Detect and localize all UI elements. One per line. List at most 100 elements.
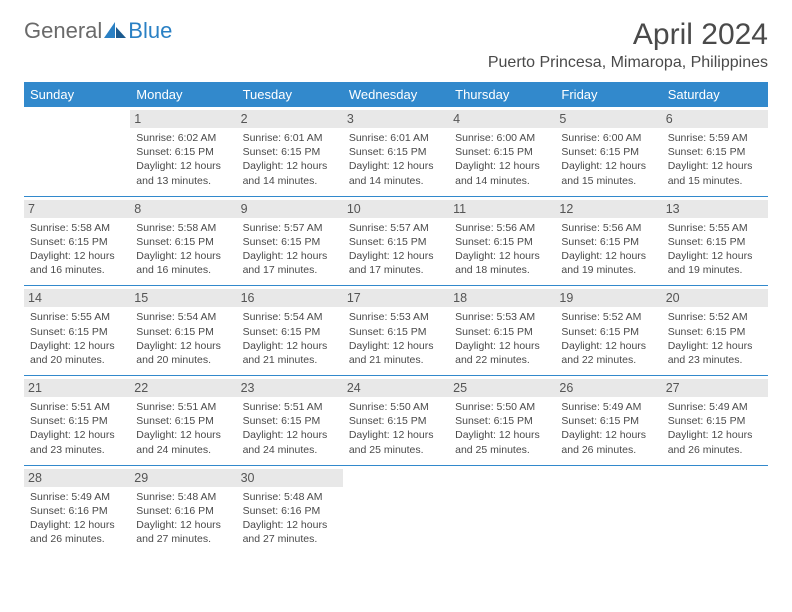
sunrise-text: Sunrise: 5:55 AM [30,310,124,324]
sunset-text: Sunset: 6:16 PM [136,504,230,518]
calendar-week-row: 28Sunrise: 5:49 AMSunset: 6:16 PMDayligh… [24,465,768,554]
calendar-week-row: 1Sunrise: 6:02 AMSunset: 6:15 PMDaylight… [24,107,768,196]
sunrise-text: Sunrise: 5:53 AM [349,310,443,324]
day-info: Sunrise: 5:50 AMSunset: 6:15 PMDaylight:… [455,400,549,457]
sunset-text: Sunset: 6:15 PM [136,145,230,159]
daylight-text: Daylight: 12 hours and 25 minutes. [455,428,549,456]
sunset-text: Sunset: 6:15 PM [30,235,124,249]
day-number: 3 [343,110,449,128]
day-number: 4 [449,110,555,128]
day-number: 26 [555,379,661,397]
day-number: 5 [555,110,661,128]
calendar-day-cell [343,465,449,554]
header: General Blue April 2024 [24,18,768,52]
day-number: 19 [555,289,661,307]
daylight-text: Daylight: 12 hours and 22 minutes. [455,339,549,367]
daylight-text: Daylight: 12 hours and 24 minutes. [136,428,230,456]
sunrise-text: Sunrise: 5:49 AM [30,490,124,504]
sunrise-text: Sunrise: 5:57 AM [349,221,443,235]
day-number: 22 [130,379,236,397]
calendar-day-cell: 18Sunrise: 5:53 AMSunset: 6:15 PMDayligh… [449,286,555,376]
sunset-text: Sunset: 6:15 PM [243,325,337,339]
daylight-text: Daylight: 12 hours and 14 minutes. [455,159,549,187]
sunrise-text: Sunrise: 5:49 AM [668,400,762,414]
calendar-week-row: 14Sunrise: 5:55 AMSunset: 6:15 PMDayligh… [24,286,768,376]
sunset-text: Sunset: 6:15 PM [455,145,549,159]
day-number: 11 [449,200,555,218]
sunset-text: Sunset: 6:15 PM [30,325,124,339]
calendar-day-cell [662,465,768,554]
calendar-day-cell: 17Sunrise: 5:53 AMSunset: 6:15 PMDayligh… [343,286,449,376]
calendar-day-cell: 8Sunrise: 5:58 AMSunset: 6:15 PMDaylight… [130,196,236,286]
calendar-day-cell: 21Sunrise: 5:51 AMSunset: 6:15 PMDayligh… [24,376,130,466]
sunrise-text: Sunrise: 6:00 AM [455,131,549,145]
sunset-text: Sunset: 6:15 PM [561,145,655,159]
day-info: Sunrise: 6:01 AMSunset: 6:15 PMDaylight:… [243,131,337,188]
daylight-text: Daylight: 12 hours and 15 minutes. [668,159,762,187]
day-header: Friday [555,82,661,107]
daylight-text: Daylight: 12 hours and 16 minutes. [30,249,124,277]
calendar-day-cell: 6Sunrise: 5:59 AMSunset: 6:15 PMDaylight… [662,107,768,196]
daylight-text: Daylight: 12 hours and 17 minutes. [243,249,337,277]
daylight-text: Daylight: 12 hours and 23 minutes. [668,339,762,367]
daylight-text: Daylight: 12 hours and 18 minutes. [455,249,549,277]
calendar-day-cell: 26 Sunrise: 5:49 AMSunset: 6:15 PMDayligh… [555,376,661,466]
sunset-text: Sunset: 6:15 PM [668,235,762,249]
day-number: 28 [24,469,130,487]
calendar-day-cell: 25 Sunrise: 5:50 AMSunset: 6:15 PMDayligh… [449,376,555,466]
daylight-text: Daylight: 12 hours and 14 minutes. [243,159,337,187]
sunset-text: Sunset: 6:15 PM [561,235,655,249]
sunset-text: Sunset: 6:15 PM [349,325,443,339]
day-number: 7 [24,200,130,218]
day-number: 25 [449,379,555,397]
daylight-text: Daylight: 12 hours and 23 minutes. [30,428,124,456]
calendar-day-cell: 24Sunrise: 5:50 AMSunset: 6:15 PMDayligh… [343,376,449,466]
day-info: Sunrise: 5:58 AMSunset: 6:15 PMDaylight:… [136,221,230,278]
daylight-text: Daylight: 12 hours and 25 minutes. [349,428,443,456]
calendar-day-cell: 5Sunrise: 6:00 AMSunset: 6:15 PMDaylight… [555,107,661,196]
sunrise-text: Sunrise: 5:55 AM [668,221,762,235]
sunrise-text: Sunrise: 5:52 AM [668,310,762,324]
day-info: Sunrise: 5:58 AMSunset: 6:15 PMDaylight:… [30,221,124,278]
day-info: Sunrise: 6:02 AMSunset: 6:15 PMDaylight:… [136,131,230,188]
calendar-day-cell: 30Sunrise: 5:48 AMSunset: 6:16 PMDayligh… [237,465,343,554]
daylight-text: Daylight: 12 hours and 20 minutes. [136,339,230,367]
sunrise-text: Sunrise: 5:48 AM [243,490,337,504]
day-info: Sunrise: 5:52 AMSunset: 6:15 PMDaylight:… [561,310,655,367]
daylight-text: Daylight: 12 hours and 26 minutes. [668,428,762,456]
day-number: 16 [237,289,343,307]
day-number: 17 [343,289,449,307]
day-number: 29 [130,469,236,487]
day-number: 10 [343,200,449,218]
calendar-day-cell: 10Sunrise: 5:57 AMSunset: 6:15 PMDayligh… [343,196,449,286]
calendar-day-cell: 15Sunrise: 5:54 AMSunset: 6:15 PMDayligh… [130,286,236,376]
logo-text-part1: General [24,18,102,44]
calendar-day-cell: 14Sunrise: 5:55 AMSunset: 6:15 PMDayligh… [24,286,130,376]
sunset-text: Sunset: 6:16 PM [30,504,124,518]
sunset-text: Sunset: 6:15 PM [455,325,549,339]
sunrise-text: Sunrise: 5:53 AM [455,310,549,324]
day-info: Sunrise: 5:49 AMSunset: 6:16 PMDaylight:… [30,490,124,547]
day-number: 20 [662,289,768,307]
sunset-text: Sunset: 6:16 PM [243,504,337,518]
day-info: Sunrise: 5:49 AMSunset: 6:15 PMDaylight:… [668,400,762,457]
daylight-text: Daylight: 12 hours and 26 minutes. [30,518,124,546]
day-number: 27 [662,379,768,397]
day-info: Sunrise: 5:51 AMSunset: 6:15 PMDaylight:… [243,400,337,457]
sunset-text: Sunset: 6:15 PM [243,235,337,249]
day-info: Sunrise: 5:49 AMSunset: 6:15 PMDaylight:… [561,400,655,457]
sunrise-text: Sunrise: 6:01 AM [243,131,337,145]
calendar-day-cell: 19 Sunrise: 5:52 AMSunset: 6:15 PMDayligh… [555,286,661,376]
day-header: Tuesday [237,82,343,107]
daylight-text: Daylight: 12 hours and 27 minutes. [243,518,337,546]
sunrise-text: Sunrise: 5:58 AM [30,221,124,235]
logo-text-part2: Blue [128,18,172,44]
day-info: Sunrise: 5:54 AMSunset: 6:15 PMDaylight:… [136,310,230,367]
daylight-text: Daylight: 12 hours and 16 minutes. [136,249,230,277]
day-info: Sunrise: 5:51 AMSunset: 6:15 PMDaylight:… [136,400,230,457]
calendar-day-cell: 20Sunrise: 5:52 AMSunset: 6:15 PMDayligh… [662,286,768,376]
calendar-day-cell: 22 Sunrise: 5:51 AMSunset: 6:15 PMDayligh… [130,376,236,466]
sunrise-text: Sunrise: 5:51 AM [136,400,230,414]
sunset-text: Sunset: 6:15 PM [668,145,762,159]
daylight-text: Daylight: 12 hours and 27 minutes. [136,518,230,546]
